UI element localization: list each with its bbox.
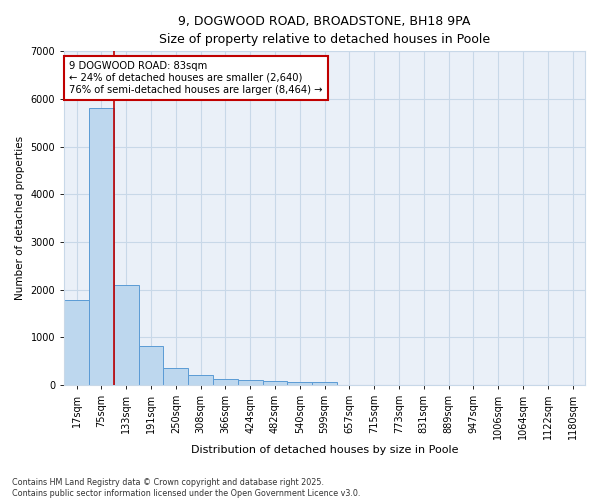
Bar [114, 286, 139, 385]
Bar [163, 368, 188, 385]
Bar [213, 378, 238, 385]
X-axis label: Distribution of detached houses by size in Poole: Distribution of detached houses by size … [191, 445, 458, 455]
Bar [263, 381, 287, 385]
Bar [238, 380, 263, 385]
Y-axis label: Number of detached properties: Number of detached properties [15, 136, 25, 300]
Bar [312, 382, 337, 385]
Text: Contains HM Land Registry data © Crown copyright and database right 2025.
Contai: Contains HM Land Registry data © Crown c… [12, 478, 361, 498]
Bar [139, 346, 163, 385]
Text: 9 DOGWOOD ROAD: 83sqm
← 24% of detached houses are smaller (2,640)
76% of semi-d: 9 DOGWOOD ROAD: 83sqm ← 24% of detached … [70, 62, 323, 94]
Bar [64, 300, 89, 385]
Bar [89, 108, 114, 385]
Bar [287, 382, 312, 385]
Bar [188, 375, 213, 385]
Title: 9, DOGWOOD ROAD, BROADSTONE, BH18 9PA
Size of property relative to detached hous: 9, DOGWOOD ROAD, BROADSTONE, BH18 9PA Si… [159, 15, 490, 46]
